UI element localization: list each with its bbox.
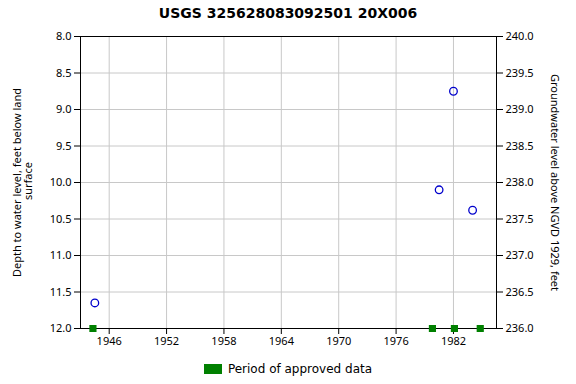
svg-text:8.0: 8.0 — [56, 28, 72, 43]
svg-text:1964: 1964 — [269, 333, 295, 348]
svg-text:236.5: 236.5 — [506, 284, 534, 299]
svg-text:1958: 1958 — [211, 333, 236, 348]
svg-text:237.0: 237.0 — [506, 247, 534, 262]
svg-text:12.0: 12.0 — [50, 320, 72, 335]
svg-text:8.5: 8.5 — [56, 65, 72, 80]
svg-text:238.5: 238.5 — [506, 138, 534, 153]
html-text:USGS 325628083092501 20X006: USGS 325628083092501 20X006 — [158, 5, 418, 21]
svg-text:Depth to water level, feet bel: Depth to water level, feet below land su… — [9, 88, 35, 277]
svg-text:238.0: 238.0 — [506, 174, 534, 189]
html-text:Period of approved data: Period of approved data — [227, 362, 373, 376]
svg-text:9.0: 9.0 — [56, 101, 72, 116]
svg-text:Groundwater level above NGVD 1: Groundwater level above NGVD 1929, feet — [548, 74, 563, 291]
svg-text:10.0: 10.0 — [50, 174, 72, 189]
svg-text:11.5: 11.5 — [50, 284, 72, 299]
svg-text:1946: 1946 — [97, 333, 122, 348]
svg-text:1970: 1970 — [326, 333, 351, 348]
svg-text:239.0: 239.0 — [506, 101, 534, 116]
svg-text:236.0: 236.0 — [506, 320, 534, 335]
svg-text:1952: 1952 — [154, 333, 179, 348]
svg-text:1976: 1976 — [384, 333, 409, 348]
svg-text:11.0: 11.0 — [50, 247, 72, 262]
svg-text:239.5: 239.5 — [506, 65, 534, 80]
svg-text:1982: 1982 — [441, 333, 466, 348]
svg-text:240.0: 240.0 — [506, 28, 534, 43]
svg-text:237.5: 237.5 — [506, 211, 534, 226]
svg-text:10.5: 10.5 — [50, 211, 72, 226]
svg-text:9.5: 9.5 — [56, 138, 72, 153]
